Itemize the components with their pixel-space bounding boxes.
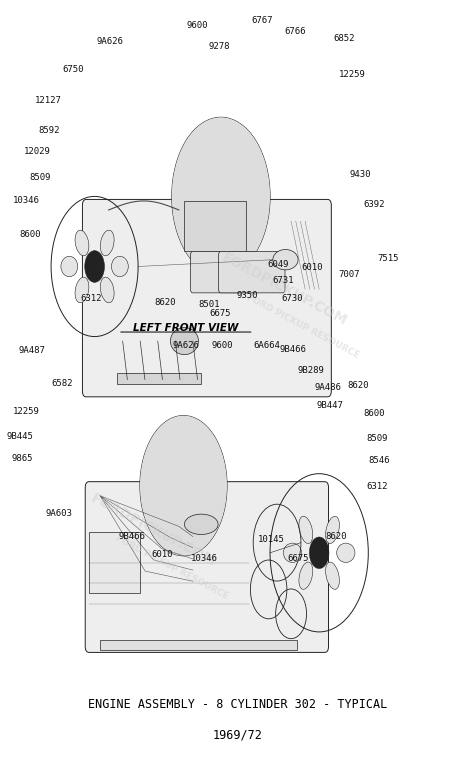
- Text: 10346: 10346: [13, 196, 40, 205]
- FancyBboxPatch shape: [82, 200, 331, 397]
- Text: 6582: 6582: [51, 379, 73, 388]
- Text: 8600: 8600: [20, 230, 41, 239]
- Bar: [89, 533, 139, 594]
- Text: 9865: 9865: [11, 454, 33, 463]
- Text: 8509: 8509: [29, 173, 51, 182]
- Text: 7007: 7007: [338, 269, 359, 279]
- Text: 6730: 6730: [282, 294, 303, 304]
- Text: 6766: 6766: [284, 27, 306, 36]
- Text: 9600: 9600: [211, 341, 233, 350]
- Text: LEFT FRONT VIEW: LEFT FRONT VIEW: [133, 323, 238, 333]
- Ellipse shape: [337, 543, 355, 562]
- Text: 9A487: 9A487: [19, 346, 46, 355]
- Text: ENGINE ASSEMBLY - 8 CYLINDER 302 - TYPICAL: ENGINE ASSEMBLY - 8 CYLINDER 302 - TYPIC…: [88, 698, 387, 711]
- Ellipse shape: [299, 562, 313, 589]
- Text: 9B466: 9B466: [279, 345, 306, 354]
- Ellipse shape: [283, 543, 301, 562]
- Text: 6392: 6392: [363, 200, 385, 209]
- Text: 6731: 6731: [273, 276, 294, 285]
- Text: 12029: 12029: [24, 147, 51, 156]
- Text: 12259: 12259: [338, 70, 365, 79]
- Bar: [184, 201, 246, 250]
- Circle shape: [310, 537, 329, 568]
- Text: 8620: 8620: [326, 532, 347, 540]
- Text: FORDPICKUP.COM: FORDPICKUP.COM: [88, 491, 218, 569]
- Circle shape: [172, 118, 270, 276]
- Text: 1969/72: 1969/72: [212, 729, 262, 742]
- Text: 9278: 9278: [209, 42, 230, 51]
- Ellipse shape: [170, 328, 199, 354]
- Text: 6852: 6852: [333, 34, 355, 43]
- Ellipse shape: [299, 516, 313, 543]
- FancyBboxPatch shape: [191, 251, 257, 293]
- Text: 10346: 10346: [191, 554, 218, 563]
- Bar: [100, 641, 297, 650]
- Text: 6010: 6010: [301, 263, 323, 272]
- Text: 6767: 6767: [251, 17, 273, 25]
- Text: 9430: 9430: [349, 170, 371, 179]
- Ellipse shape: [326, 516, 339, 543]
- Text: 8592: 8592: [38, 126, 60, 135]
- Text: FORDPICKUP.COM: FORDPICKUP.COM: [219, 250, 349, 328]
- Text: 9A626: 9A626: [173, 341, 199, 350]
- Text: 8600: 8600: [364, 409, 385, 418]
- Ellipse shape: [326, 562, 339, 589]
- Text: 9600: 9600: [187, 21, 208, 30]
- FancyBboxPatch shape: [219, 251, 285, 293]
- Text: 8620: 8620: [347, 381, 369, 390]
- Text: 9B466: 9B466: [118, 532, 146, 540]
- Ellipse shape: [61, 257, 78, 276]
- Text: 12259: 12259: [12, 407, 39, 416]
- Text: 6049: 6049: [268, 260, 289, 269]
- Ellipse shape: [111, 257, 128, 276]
- Ellipse shape: [100, 230, 114, 256]
- Ellipse shape: [273, 250, 298, 270]
- Text: 6010: 6010: [152, 550, 173, 559]
- Text: 8620: 8620: [154, 298, 175, 307]
- Bar: [117, 373, 201, 384]
- Text: 8501: 8501: [199, 300, 220, 309]
- Text: 9B445: 9B445: [6, 432, 33, 440]
- Ellipse shape: [75, 230, 89, 256]
- Text: 9B289: 9B289: [298, 366, 325, 375]
- Text: 9A626: 9A626: [97, 37, 123, 46]
- Text: 6675: 6675: [287, 554, 309, 563]
- Text: 9A603: 9A603: [45, 509, 72, 518]
- Text: 6750: 6750: [63, 65, 84, 74]
- Text: 6312: 6312: [366, 482, 387, 491]
- Ellipse shape: [75, 277, 89, 303]
- Text: 6312: 6312: [81, 294, 102, 304]
- Ellipse shape: [184, 514, 218, 534]
- Text: 9350: 9350: [237, 291, 258, 300]
- Text: FORD PICKUP RESOURCE: FORD PICKUP RESOURCE: [245, 293, 361, 361]
- Text: 6A664: 6A664: [253, 341, 280, 350]
- Text: FORD PICKUP RESOURCE: FORD PICKUP RESOURCE: [114, 534, 229, 601]
- FancyBboxPatch shape: [85, 482, 328, 653]
- Circle shape: [140, 416, 227, 556]
- Text: 12127: 12127: [35, 96, 61, 106]
- Text: 10145: 10145: [257, 535, 284, 543]
- Ellipse shape: [100, 277, 114, 303]
- Text: 8546: 8546: [368, 456, 390, 465]
- Text: 7515: 7515: [377, 254, 399, 263]
- Circle shape: [85, 250, 104, 282]
- Text: 9A486: 9A486: [314, 383, 341, 392]
- Text: 6675: 6675: [209, 309, 231, 318]
- Text: 9B447: 9B447: [317, 402, 343, 411]
- Text: 8509: 8509: [366, 434, 387, 442]
